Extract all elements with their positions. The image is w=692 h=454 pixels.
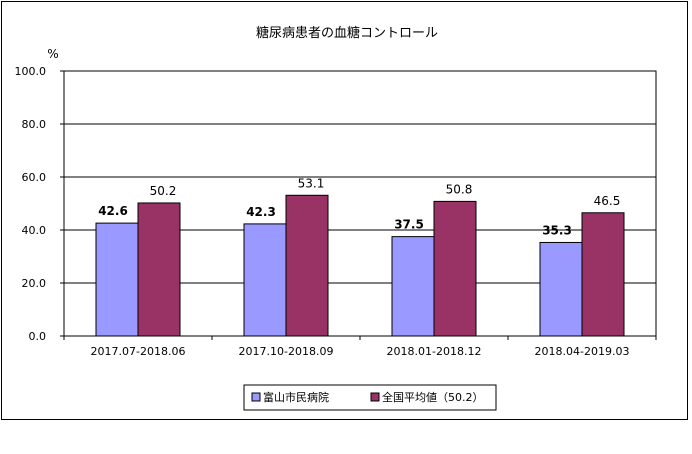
data-label: 46.5 (594, 194, 621, 208)
data-label: 37.5 (394, 218, 424, 232)
bar-national-0 (137, 202, 181, 337)
legend-label: 全国平均値（50.2） (382, 390, 484, 404)
bar-national-3 (581, 212, 625, 337)
legend-swatch (370, 392, 380, 402)
data-labels: 42.6 50.2 42.3 53.1 37.5 50.8 35.3 46.5 (98, 176, 620, 237)
data-label: 42.6 (98, 204, 128, 218)
x-tick-label: 2017.07-2018.06 (91, 345, 186, 358)
legend-box (243, 384, 497, 411)
legend-label: 富山市民病院 (263, 390, 329, 404)
y-tick-label: 100.0 (15, 65, 47, 78)
bar-toyama-1 (243, 223, 287, 337)
legend-swatch (251, 392, 261, 402)
bar-toyama-3 (539, 241, 583, 337)
bars (95, 194, 625, 337)
data-label: 50.2 (150, 184, 177, 198)
data-label: 42.3 (246, 205, 276, 219)
bar-toyama-2 (391, 236, 435, 337)
data-label: 50.8 (446, 182, 473, 196)
y-tick-label: 40.0 (22, 224, 47, 237)
legend: 富山市民病院 全国平均値（50.2） (243, 384, 497, 411)
x-tick-label: 2018.01-2018.12 (387, 345, 482, 358)
x-tick-label: 2017.10-2018.09 (239, 345, 334, 358)
y-tick-label: 80.0 (22, 118, 47, 131)
data-label: 53.1 (298, 176, 325, 190)
bar-toyama-0 (95, 222, 139, 337)
x-tick-label: 2018.04-2019.03 (535, 345, 630, 358)
data-label: 35.3 (542, 223, 572, 237)
bar-national-2 (433, 200, 477, 337)
y-axis-ticks: 0.0 20.0 40.0 60.0 80.0 100.0 (15, 65, 64, 343)
bar-national-1 (285, 194, 329, 337)
y-tick-label: 0.0 (29, 330, 47, 343)
y-axis-unit: % (47, 47, 58, 61)
x-axis-ticks: 2017.07-2018.06 2017.10-2018.09 2018.01-20… (63, 336, 657, 358)
chart-title: 糖尿病患者の血糖コントロール (256, 25, 438, 41)
y-tick-label: 20.0 (22, 277, 47, 290)
y-tick-label: 60.0 (22, 171, 47, 184)
